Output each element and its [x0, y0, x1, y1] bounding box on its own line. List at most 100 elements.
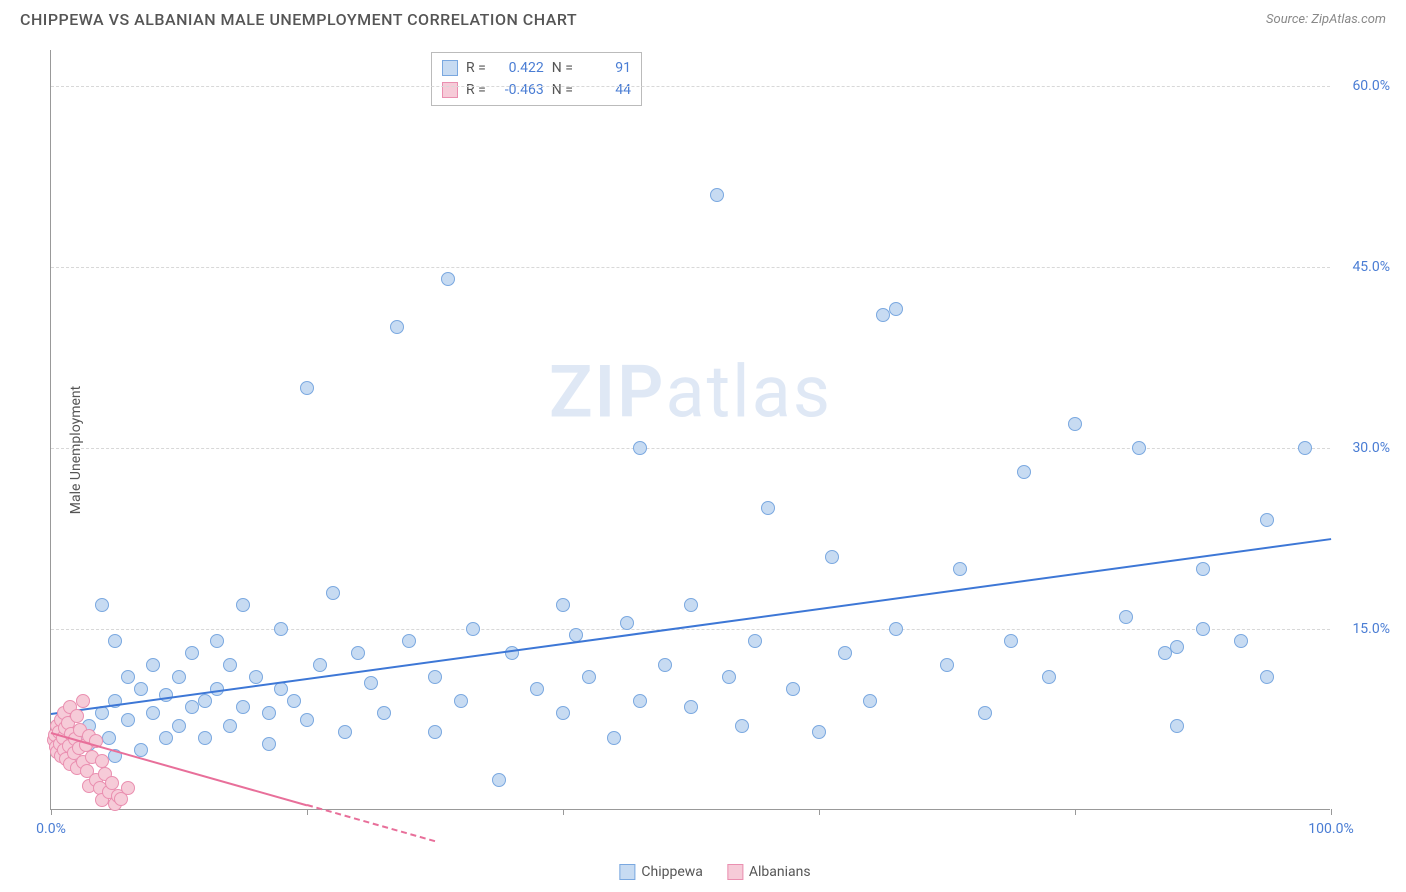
data-point — [223, 658, 237, 672]
data-point — [428, 725, 442, 739]
ytick-label: 45.0% — [1352, 259, 1390, 275]
data-point — [889, 302, 903, 316]
data-point — [95, 598, 109, 612]
data-point — [121, 713, 135, 727]
stats-r-val-1: -0.463 — [494, 82, 544, 98]
data-point — [185, 646, 199, 660]
data-point — [159, 731, 173, 745]
trendline — [51, 539, 1331, 716]
chart-title: CHIPPEWA VS ALBANIAN MALE UNEMPLOYMENT C… — [20, 10, 577, 29]
watermark: ZIPatlas — [549, 349, 832, 434]
data-point — [428, 670, 442, 684]
data-point — [134, 743, 148, 757]
data-point — [454, 694, 468, 708]
data-point — [402, 634, 416, 648]
data-point — [978, 706, 992, 720]
data-point — [1260, 670, 1274, 684]
ytick-label: 15.0% — [1352, 621, 1390, 637]
data-point — [146, 658, 160, 672]
data-point — [198, 694, 212, 708]
data-point — [121, 670, 135, 684]
data-point — [722, 670, 736, 684]
data-point — [274, 682, 288, 696]
data-point — [198, 731, 212, 745]
data-point — [658, 658, 672, 672]
stats-n-label-1: N = — [552, 82, 573, 98]
data-point — [1119, 610, 1133, 624]
data-point — [326, 586, 340, 600]
data-point — [825, 550, 839, 564]
data-point — [1042, 670, 1056, 684]
legend-item-0: Chippewa — [619, 864, 703, 880]
data-point — [102, 731, 116, 745]
data-point — [812, 725, 826, 739]
data-point — [1004, 634, 1018, 648]
bottom-legend: Chippewa Albanians — [619, 864, 810, 880]
data-point — [1234, 634, 1248, 648]
data-point — [159, 688, 173, 702]
gridline — [51, 629, 1330, 630]
ytick-label: 60.0% — [1352, 78, 1390, 94]
stats-swatch-1 — [442, 82, 458, 98]
stats-swatch-0 — [442, 60, 458, 76]
data-point — [761, 501, 775, 515]
gridline — [51, 86, 1330, 87]
chart-source: Source: ZipAtlas.com — [1266, 12, 1386, 27]
data-point — [1017, 465, 1031, 479]
data-point — [274, 622, 288, 636]
data-point — [351, 646, 365, 660]
data-point — [492, 773, 506, 787]
data-point — [684, 700, 698, 714]
chart-container: Male Unemployment ZIPatlas R = 0.422 N =… — [50, 50, 1380, 850]
data-point — [633, 441, 647, 455]
stats-r-label-0: R = — [466, 60, 486, 76]
data-point — [620, 616, 634, 630]
data-point — [172, 719, 186, 733]
data-point — [1196, 622, 1210, 636]
data-point — [1196, 562, 1210, 576]
data-point — [786, 682, 800, 696]
data-point — [146, 706, 160, 720]
data-point — [390, 320, 404, 334]
data-point — [76, 694, 90, 708]
data-point — [210, 634, 224, 648]
data-point — [300, 713, 314, 727]
legend-swatch-1 — [727, 864, 743, 880]
xtick — [563, 809, 564, 815]
xtick-label-end: 100.0% — [1308, 821, 1353, 837]
data-point — [953, 562, 967, 576]
stats-r-val-0: 0.422 — [494, 60, 544, 76]
data-point — [633, 694, 647, 708]
watermark-zip: ZIP — [549, 349, 665, 434]
data-point — [338, 725, 352, 739]
data-point — [134, 682, 148, 696]
data-point — [889, 622, 903, 636]
data-point — [236, 700, 250, 714]
stats-n-val-0: 91 — [581, 60, 631, 76]
trendline-dash — [307, 804, 436, 842]
data-point — [1170, 640, 1184, 654]
data-point — [108, 634, 122, 648]
data-point — [607, 731, 621, 745]
data-point — [121, 781, 135, 795]
data-point — [223, 719, 237, 733]
data-point — [364, 676, 378, 690]
stats-row-1: R = -0.463 N = 44 — [442, 79, 631, 101]
data-point — [863, 694, 877, 708]
data-point — [838, 646, 852, 660]
data-point — [940, 658, 954, 672]
xtick-label-start: 0.0% — [36, 821, 66, 837]
legend-label-0: Chippewa — [641, 864, 703, 880]
stats-r-label-1: R = — [466, 82, 486, 98]
xtick — [819, 809, 820, 815]
gridline — [51, 267, 1330, 268]
data-point — [1068, 417, 1082, 431]
data-point — [1132, 441, 1146, 455]
xtick — [51, 809, 52, 815]
data-point — [249, 670, 263, 684]
data-point — [710, 188, 724, 202]
data-point — [1170, 719, 1184, 733]
xtick — [1331, 809, 1332, 815]
data-point — [441, 272, 455, 286]
data-point — [377, 706, 391, 720]
